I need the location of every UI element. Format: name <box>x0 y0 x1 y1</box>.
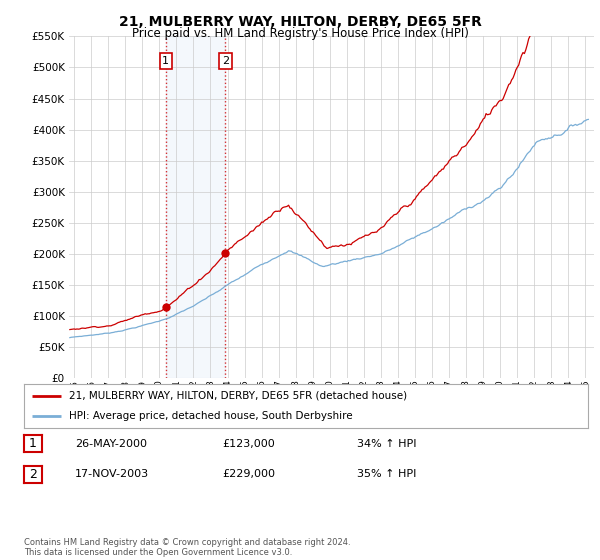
Text: HPI: Average price, detached house, South Derbyshire: HPI: Average price, detached house, Sout… <box>69 411 353 421</box>
Text: Contains HM Land Registry data © Crown copyright and database right 2024.
This d: Contains HM Land Registry data © Crown c… <box>24 538 350 557</box>
Bar <box>166 36 226 378</box>
Text: £229,000: £229,000 <box>222 469 275 479</box>
Text: 26-MAY-2000: 26-MAY-2000 <box>75 438 147 449</box>
Text: 21, MULBERRY WAY, HILTON, DERBY, DE65 5FR (detached house): 21, MULBERRY WAY, HILTON, DERBY, DE65 5F… <box>69 391 407 401</box>
Text: 2: 2 <box>29 468 37 481</box>
Text: 1: 1 <box>163 56 169 66</box>
Text: 21, MULBERRY WAY, HILTON, DERBY, DE65 5FR: 21, MULBERRY WAY, HILTON, DERBY, DE65 5F… <box>119 15 481 29</box>
Text: Price paid vs. HM Land Registry's House Price Index (HPI): Price paid vs. HM Land Registry's House … <box>131 27 469 40</box>
Text: 17-NOV-2003: 17-NOV-2003 <box>75 469 149 479</box>
Text: £123,000: £123,000 <box>222 438 275 449</box>
Text: 2: 2 <box>222 56 229 66</box>
Text: 35% ↑ HPI: 35% ↑ HPI <box>357 469 416 479</box>
Text: 34% ↑ HPI: 34% ↑ HPI <box>357 438 416 449</box>
Text: 1: 1 <box>29 437 37 450</box>
